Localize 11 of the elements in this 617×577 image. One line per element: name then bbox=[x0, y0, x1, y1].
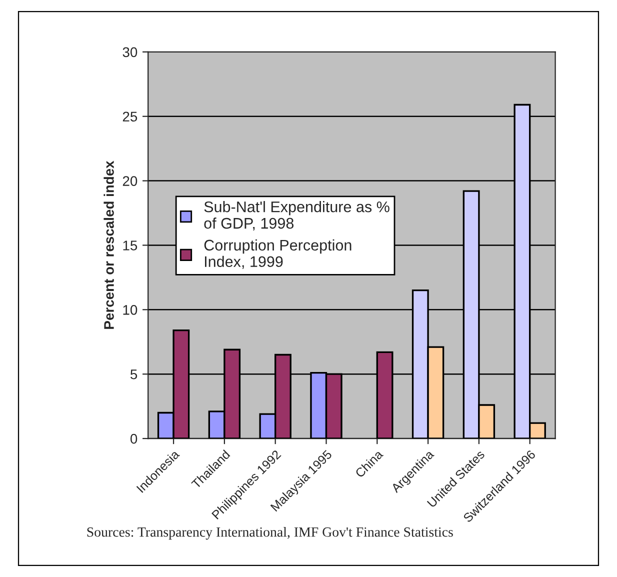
y-tick-label: 15 bbox=[123, 240, 138, 250]
y-tick-label: 10 bbox=[123, 304, 138, 315]
y-axis-title: Percent or rescaled index bbox=[104, 160, 114, 329]
y-tick-label: 0 bbox=[130, 434, 138, 444]
y-tick-label: 25 bbox=[122, 112, 138, 122]
y-tick-label: 20 bbox=[122, 176, 138, 186]
source-note: Sources: Transparency International, IMF Gov't Finance Statistics bbox=[87, 526, 453, 540]
legend-label: Sub-Nat'l Expenditure as % of GDP, 1998 bbox=[204, 201, 390, 231]
y-tick-label: 30 bbox=[122, 47, 138, 58]
y-tick-label: 5 bbox=[130, 370, 138, 380]
legend-label: Corruption Perception Index, 1999 bbox=[204, 239, 352, 269]
